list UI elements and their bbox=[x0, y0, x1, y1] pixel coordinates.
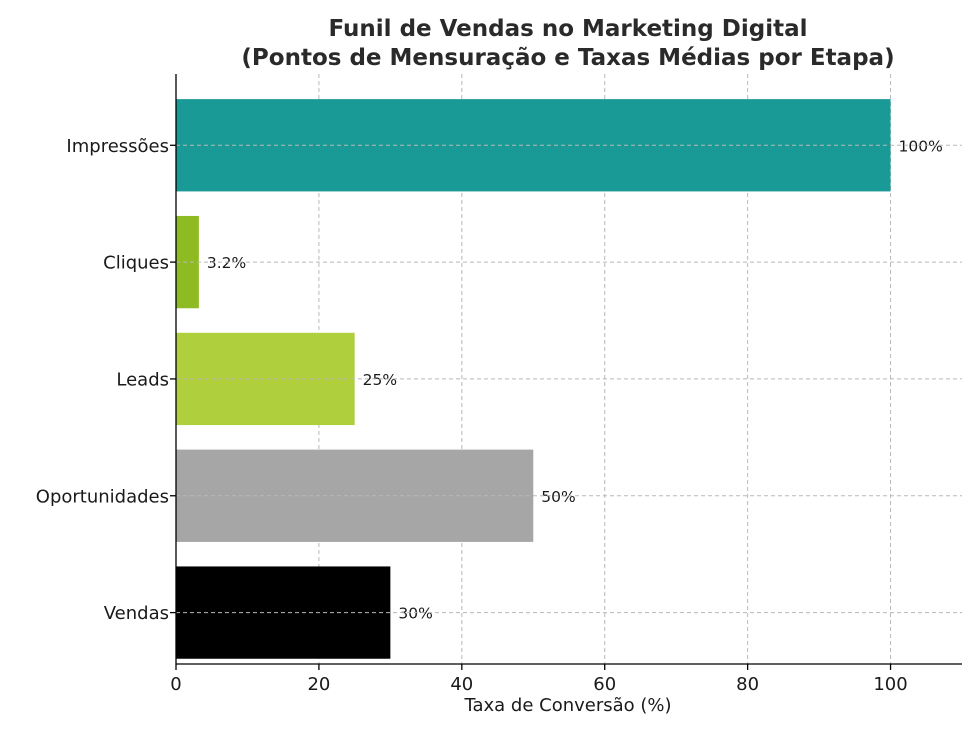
chart-title-line-1: Funil de Vendas no Marketing Digital bbox=[328, 16, 807, 42]
x-tick-label: 60 bbox=[593, 674, 616, 695]
x-tick-label: 40 bbox=[450, 674, 473, 695]
y-tick-label: Impressões bbox=[66, 136, 169, 157]
bar-leads bbox=[176, 332, 355, 426]
x-tick-label: 100 bbox=[873, 674, 907, 695]
y-tick-label: Oportunidades bbox=[36, 486, 169, 507]
data-label: 25% bbox=[363, 371, 397, 389]
data-label: 30% bbox=[398, 605, 432, 623]
data-label: 100% bbox=[899, 137, 943, 155]
bars: 100% 3.2% 25% 50% 30% bbox=[176, 99, 962, 659]
x-tick-label: 80 bbox=[736, 674, 759, 695]
bar-cliques bbox=[176, 215, 199, 309]
x-tick-label: 20 bbox=[307, 674, 330, 695]
y-tick-label: Cliques bbox=[103, 253, 169, 274]
data-label: 3.2% bbox=[207, 254, 246, 272]
x-axis-label: Taxa de Conversão (%) bbox=[463, 695, 671, 716]
axes: 0 20 40 60 80 100 Impressões Cliques Leads Oportu… bbox=[36, 74, 962, 695]
x-tick-label: 0 bbox=[170, 674, 181, 695]
chart-title-line-2: (Pontos de Mensuração e Taxas Médias por… bbox=[241, 45, 894, 71]
y-tick-label: Vendas bbox=[104, 603, 169, 624]
data-label: 50% bbox=[541, 488, 575, 506]
y-tick-label: Leads bbox=[116, 369, 169, 390]
